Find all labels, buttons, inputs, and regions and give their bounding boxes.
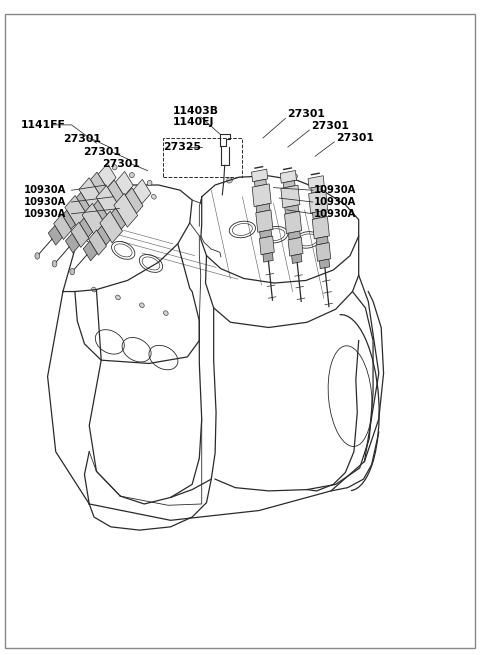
Polygon shape [89,230,107,255]
Text: 10930A: 10930A [24,209,66,219]
Polygon shape [260,230,272,238]
Ellipse shape [147,180,152,185]
Polygon shape [96,185,120,219]
Polygon shape [83,241,97,261]
Text: 1140EJ: 1140EJ [173,117,215,127]
Polygon shape [256,204,270,213]
Ellipse shape [125,191,130,196]
Ellipse shape [99,188,104,193]
Text: 1141FF: 1141FF [21,120,66,130]
Polygon shape [65,233,80,253]
Ellipse shape [164,310,168,316]
Polygon shape [254,179,266,187]
Text: 27301: 27301 [83,147,121,157]
Text: 10930A: 10930A [314,209,357,219]
Polygon shape [108,180,125,206]
Polygon shape [312,210,326,219]
Text: 27301: 27301 [311,121,348,131]
Polygon shape [97,226,110,245]
Polygon shape [312,217,329,239]
Text: 10930A: 10930A [314,185,357,195]
Ellipse shape [52,261,57,267]
Polygon shape [281,185,300,208]
Ellipse shape [92,288,96,292]
Text: 27301: 27301 [287,109,325,119]
Polygon shape [259,236,274,255]
Polygon shape [114,193,138,227]
Polygon shape [256,210,273,233]
Polygon shape [319,259,330,269]
Polygon shape [98,164,116,188]
Text: 27301: 27301 [63,134,101,144]
Text: 27301: 27301 [336,133,373,143]
Polygon shape [116,172,133,196]
Polygon shape [62,210,75,229]
Polygon shape [309,191,328,213]
Polygon shape [316,242,331,261]
Polygon shape [80,218,93,237]
Polygon shape [111,208,126,229]
Polygon shape [65,195,87,227]
Polygon shape [76,193,91,214]
Polygon shape [133,179,151,204]
Polygon shape [79,178,103,212]
Text: 10930A: 10930A [24,185,66,195]
Polygon shape [316,236,328,245]
Polygon shape [100,211,122,243]
Polygon shape [252,184,271,206]
Ellipse shape [227,178,232,183]
Ellipse shape [116,295,120,300]
Ellipse shape [259,176,265,181]
Polygon shape [82,203,105,235]
Polygon shape [285,212,301,234]
Text: 10930A: 10930A [314,197,357,207]
Polygon shape [288,237,303,256]
Polygon shape [90,172,108,198]
Text: 27325: 27325 [163,142,202,152]
Polygon shape [288,231,300,240]
Polygon shape [252,169,268,182]
Text: 11403B: 11403B [173,105,219,115]
Polygon shape [125,188,143,214]
Polygon shape [280,170,297,183]
Ellipse shape [130,172,134,178]
Ellipse shape [152,195,156,199]
Polygon shape [308,176,324,189]
Polygon shape [311,186,323,193]
Ellipse shape [140,303,144,308]
Ellipse shape [70,269,74,275]
Ellipse shape [112,164,117,170]
Polygon shape [54,214,72,240]
Ellipse shape [35,253,40,259]
Polygon shape [283,181,295,188]
Text: 10930A: 10930A [24,197,66,207]
Polygon shape [94,200,108,221]
Polygon shape [292,254,302,263]
Polygon shape [285,205,299,214]
Text: 27301: 27301 [102,159,140,169]
Ellipse shape [292,174,298,179]
Polygon shape [263,253,273,262]
Polygon shape [71,222,89,248]
Polygon shape [48,225,62,245]
